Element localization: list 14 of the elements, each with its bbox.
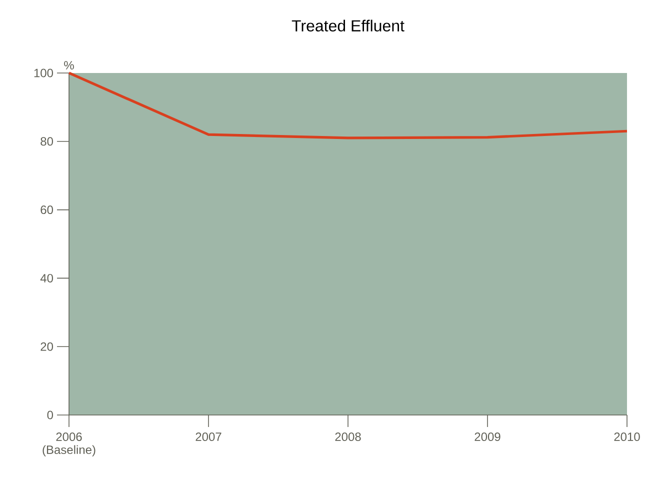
- chart-title: Treated Effluent: [292, 20, 404, 32]
- y-axis-title: %: [64, 61, 74, 70]
- y-tick-label: 80: [40, 137, 54, 146]
- y-tick-label: 40: [40, 274, 54, 282]
- x-tick-label: 2010: [614, 432, 640, 442]
- y-tick-label: 60: [40, 206, 54, 214]
- y-tick-label: 0: [47, 410, 54, 420]
- line-series: [68, 72, 628, 140]
- y-tick-label: 20: [40, 342, 54, 351]
- x-tick-label: 2009: [474, 432, 500, 442]
- x-tick-label: 2006 (Baseline): [42, 432, 96, 456]
- x-tick-label: 2007: [196, 432, 222, 442]
- x-tick-label: 2008: [335, 432, 361, 442]
- y-tick-label: 100: [34, 68, 54, 78]
